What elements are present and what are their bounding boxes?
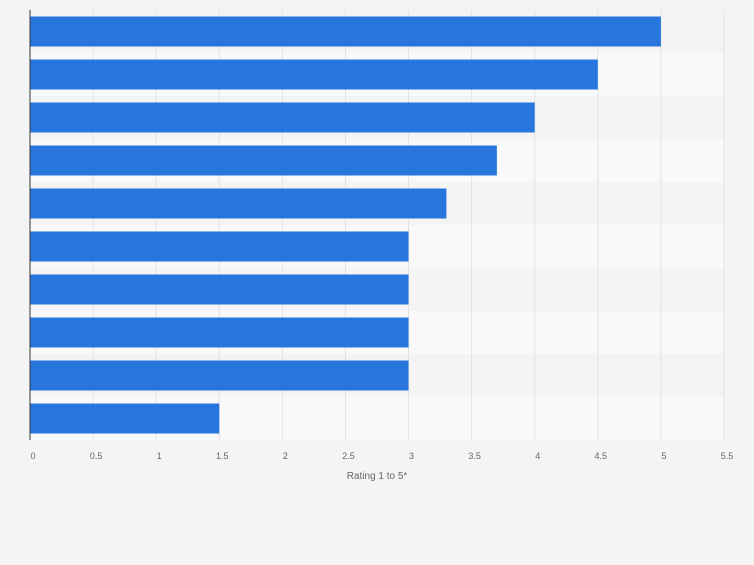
bar: [30, 16, 661, 47]
bar: [30, 102, 535, 133]
bar: [30, 360, 409, 391]
x-tick-label: 2: [283, 451, 288, 461]
x-tick-label: 3: [409, 451, 414, 461]
bar: [30, 188, 447, 219]
x-tick-label: 1.5: [216, 451, 229, 461]
bar: [30, 231, 409, 262]
bar: [30, 59, 598, 90]
x-tick-label: 0.5: [90, 451, 103, 461]
x-tick-label: 0: [30, 451, 35, 461]
x-tick-label: 5.5: [721, 451, 734, 461]
bar: [30, 145, 497, 176]
x-tick-label: 5: [661, 451, 666, 461]
x-tick-labels: 0 0.5 1 1.5 2 2.5 3 3.5 4 4.5 5 5.5: [30, 451, 733, 461]
x-tick-label: 4.5: [595, 451, 608, 461]
x-tick-label: 2.5: [342, 451, 355, 461]
x-axis-label: Rating 1 to 5*: [347, 471, 408, 482]
x-tick-label: 4: [535, 451, 540, 461]
bar: [30, 317, 409, 348]
x-tick-label: 1: [157, 451, 162, 461]
bar: [30, 403, 220, 434]
bars: [30, 16, 661, 434]
bar: [30, 274, 409, 305]
x-tick-label: 3.5: [468, 451, 481, 461]
